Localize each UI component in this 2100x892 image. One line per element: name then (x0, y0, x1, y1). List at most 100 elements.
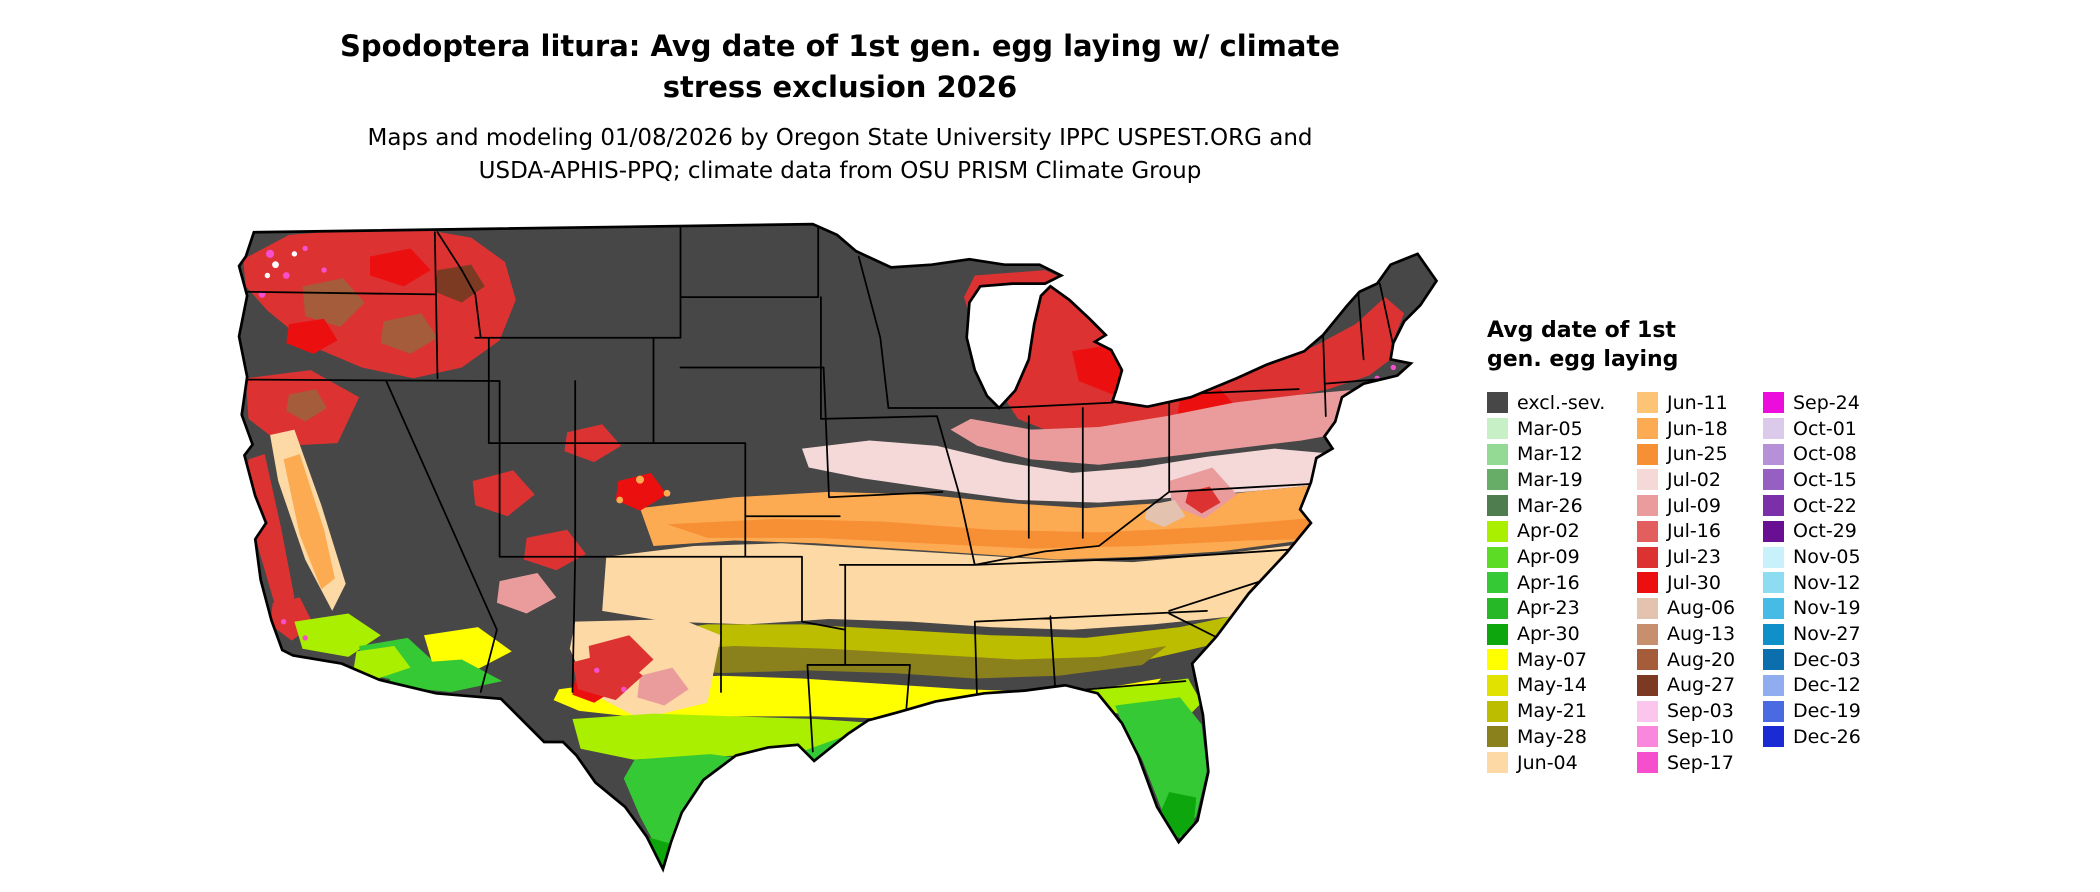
legend-item-label: Nov-12 (1793, 571, 1861, 594)
legend-item: Mar-26 (1487, 493, 1637, 519)
legend-item: Jun-04 (1487, 750, 1637, 776)
legend-swatch (1763, 726, 1784, 748)
legend-swatch (1763, 623, 1784, 645)
legend-item: Oct-15 (1763, 467, 1913, 493)
legend-item: excl.-sev. (1487, 390, 1637, 416)
patch-nm-pink (496, 572, 557, 614)
legend-swatch (1487, 520, 1508, 542)
legend-item-label: Apr-02 (1517, 520, 1580, 543)
legend-swatch (1637, 674, 1658, 696)
legend-item: Dec-03 (1763, 647, 1913, 673)
legend-item-label: Jul-16 (1667, 520, 1721, 543)
legend-item: Aug-20 (1637, 647, 1763, 673)
legend-item: Dec-12 (1763, 673, 1913, 699)
legend-swatch (1763, 520, 1784, 542)
legend-item: Nov-27 (1763, 621, 1913, 647)
band-jun04-tan (602, 537, 1417, 630)
page-title-line1: Spodoptera litura: Avg date of 1st gen. … (340, 29, 1340, 63)
legend-item-label: Jul-23 (1667, 546, 1721, 569)
patch-west-texas-pink (637, 667, 689, 706)
page-subtitle-line2: USDA-APHIS-PPQ; climate data from OSU PR… (478, 158, 1202, 185)
legend-swatch (1487, 546, 1508, 568)
legend-item: Apr-30 (1487, 621, 1637, 647)
legend-item: Aug-13 (1637, 621, 1763, 647)
legend-item-label: Dec-26 (1793, 725, 1861, 748)
legend-swatch (1763, 392, 1784, 414)
legend-item-label: Dec-19 (1793, 700, 1861, 723)
legend-item: Sep-03 (1637, 698, 1763, 724)
legend-item: Oct-22 (1763, 493, 1913, 519)
legend-item-label: May-21 (1517, 700, 1587, 723)
patch-co-bright-red (615, 472, 667, 511)
legend-columns: excl.-sev. Mar-05 Mar-12 Mar-19 Mar-26 Apr-02… (1487, 390, 1957, 775)
legend-swatch (1637, 752, 1658, 774)
legend-column: Jun-11 Jun-18 Jun-25 Jul-02 Jul-09 Jul-16 Jul-… (1637, 390, 1763, 775)
legend-item-label: Jun-04 (1517, 751, 1578, 774)
patch-pnw-brown-1 (302, 278, 365, 327)
legend-item-label: Jul-30 (1667, 571, 1721, 594)
patch-pnw-bright-red-2 (286, 318, 338, 354)
legend-swatch (1487, 597, 1508, 619)
legend-item-label: Sep-17 (1667, 751, 1734, 774)
legend-item: Nov-19 (1763, 596, 1913, 622)
legend-item: Dec-26 (1763, 724, 1913, 750)
legend-swatch (1763, 495, 1784, 517)
legend-swatch (1487, 392, 1508, 414)
legend-item: Apr-16 (1487, 570, 1637, 596)
legend: Avg date of 1st gen. egg laying excl.-se… (1487, 316, 1957, 775)
legend-column: Sep-24 Oct-01 Oct-08 Oct-15 Oct-22 Oct-29 Nov-… (1763, 390, 1913, 775)
legend-item-label: Apr-30 (1517, 623, 1580, 646)
legend-item-label: Mar-05 (1517, 417, 1583, 440)
legend-item-label: May-14 (1517, 674, 1587, 697)
legend-item: Nov-05 (1763, 544, 1913, 570)
us-map-container (235, 216, 1450, 884)
legend-item: May-14 (1487, 673, 1637, 699)
legend-swatch (1637, 700, 1658, 722)
legend-item-label: Sep-24 (1793, 391, 1860, 414)
legend-swatch (1487, 674, 1508, 696)
legend-item: Mar-19 (1487, 467, 1637, 493)
legend-swatch (1487, 469, 1508, 491)
region-socal-chartreuse (294, 613, 381, 657)
legend-swatch (1637, 418, 1658, 440)
page-title: Spodoptera litura: Avg date of 1st gen. … (0, 26, 1680, 108)
legend-item: Jun-18 (1637, 416, 1763, 442)
legend-swatch (1487, 700, 1508, 722)
legend-item: May-21 (1487, 698, 1637, 724)
legend-item-label: Jul-09 (1667, 494, 1721, 517)
legend-title-line2: gen. egg laying (1487, 347, 1679, 373)
legend-swatch (1637, 443, 1658, 465)
legend-swatch (1637, 546, 1658, 568)
region-south-florida-dark-green (1161, 792, 1197, 839)
orange-speckles (616, 475, 671, 504)
legend-swatch (1637, 623, 1658, 645)
legend-swatch (1637, 649, 1658, 671)
legend-swatch (1763, 469, 1784, 491)
legend-item-label: excl.-sev. (1517, 391, 1606, 414)
legend-item-label: Nov-19 (1793, 597, 1861, 620)
legend-item: Jul-16 (1637, 519, 1763, 545)
legend-title-line1: Avg date of 1st (1487, 318, 1676, 343)
legend-item-label: Dec-12 (1793, 674, 1861, 697)
legend-item-label: May-28 (1517, 725, 1587, 748)
legend-swatch (1637, 572, 1658, 594)
legend-item-label: Jul-02 (1667, 468, 1721, 491)
legend-item: Apr-02 (1487, 519, 1637, 545)
patch-fourcorners-red (523, 529, 586, 571)
legend-swatch (1487, 752, 1508, 774)
patch-appalachia-red (1185, 486, 1221, 514)
legend-item: Apr-09 (1487, 544, 1637, 570)
region-south-texas-green (623, 754, 773, 866)
legend-item: Mar-05 (1487, 416, 1637, 442)
legend-item: May-07 (1487, 647, 1637, 673)
legend-item-label: Mar-12 (1517, 443, 1583, 466)
legend-item-label: May-07 (1517, 648, 1587, 671)
band-jul16-red (964, 270, 1405, 436)
legend-item-label: Jun-25 (1667, 443, 1728, 466)
legend-item-label: Dec-03 (1793, 648, 1861, 671)
legend-item: Jul-02 (1637, 467, 1763, 493)
legend-item-label: Aug-20 (1667, 648, 1736, 671)
legend-swatch (1637, 392, 1658, 414)
legend-item-label: Mar-26 (1517, 494, 1583, 517)
region-ca-coast-red (245, 453, 295, 617)
